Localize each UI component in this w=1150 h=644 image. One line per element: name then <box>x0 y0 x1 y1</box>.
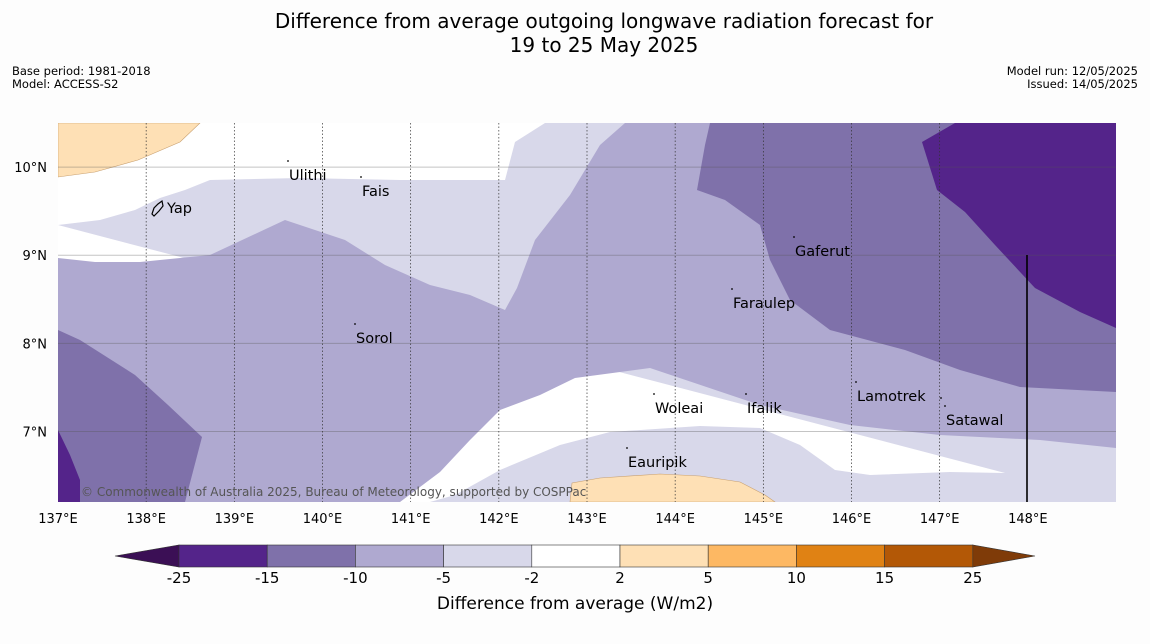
place-dot <box>745 393 747 395</box>
yap-island-outline <box>151 199 164 217</box>
longitude-label: 145°E <box>744 512 784 527</box>
longitude-label: 144°E <box>655 512 695 527</box>
longitude-label: 148°E <box>1008 512 1048 527</box>
colorbar-tick: -2 <box>524 569 540 587</box>
base-period-text: Base period: 1981-2018 <box>12 64 151 78</box>
place-dot <box>653 393 655 395</box>
place-dot <box>626 447 628 449</box>
place-label: Satawal <box>946 413 1003 429</box>
map-title-line-2: 19 to 25 May 2025 <box>509 33 699 57</box>
map-title: Difference from average outgoing longwav… <box>0 9 1150 57</box>
colorbar-segment <box>178 544 268 568</box>
longitude-label: 143°E <box>567 512 607 527</box>
band-below-minus15 <box>922 123 1116 328</box>
model-text: Model: ACCESS-S2 <box>12 77 119 91</box>
longitude-label: 138°E <box>126 512 166 527</box>
place-fais: Fais <box>360 176 389 200</box>
colorbar-segment <box>796 544 885 568</box>
colorbar-segment <box>443 544 533 568</box>
place-sorol: Sorol <box>354 323 393 347</box>
colorbar-segment <box>355 544 444 568</box>
colorbar-tick: -15 <box>254 569 280 587</box>
copyright-notice: © Commonwealth of Australia 2025, Bureau… <box>81 485 586 499</box>
place-dot <box>360 176 362 178</box>
place-dot <box>354 323 356 325</box>
place-label: Ifalik <box>747 401 782 417</box>
place-dot <box>855 381 857 383</box>
longitude-label: 147°E <box>920 512 960 527</box>
place-satawal: Satawal <box>944 405 1003 429</box>
place-label: Sorol <box>356 331 393 347</box>
place-label: Fais <box>362 184 389 200</box>
colorbar-extend-max <box>972 544 1036 568</box>
place-label: Gaferut <box>795 244 850 260</box>
longitude-gridlines <box>145 123 941 502</box>
base-period-info: Base period: 1981-2018 Model: ACCESS-S2 <box>12 65 151 91</box>
place-dot <box>731 288 733 290</box>
longitude-label: 142°E <box>479 512 519 527</box>
place-label: Lamotrek <box>857 389 926 405</box>
colorbar-segment <box>619 544 709 568</box>
place-lamotrek: Lamotrek <box>855 381 926 405</box>
colorbar-title: Difference from average (W/m2) <box>436 594 714 614</box>
colorbar-tick: -10 <box>343 569 368 587</box>
colorbar-extend-min <box>114 544 180 568</box>
colorbar-segment <box>531 544 621 568</box>
latitude-label: 7°N <box>23 425 48 440</box>
colorbar-segment <box>266 544 356 568</box>
colorbar-tick: 25 <box>963 569 983 587</box>
place-label: Eauripik <box>628 455 687 471</box>
place-label: Woleai <box>655 401 703 417</box>
colorbar-tick: 5 <box>703 569 713 587</box>
colorbar-tick: -25 <box>166 569 192 587</box>
place-label: Faraulep <box>733 296 795 312</box>
place-eauripik: Eauripik <box>626 447 687 471</box>
band-plus2-plus5-south <box>569 473 776 502</box>
place-yap: Yap <box>166 201 192 217</box>
place-markers: Ulithi Fais Yap Gaferut Faraulep Sorol Lamotre… <box>166 160 1003 471</box>
band-plus2-plus5-north <box>58 123 201 178</box>
longitude-label: 140°E <box>303 512 343 527</box>
latitude-label: 9°N <box>23 249 48 264</box>
island-dot <box>940 397 942 399</box>
place-label: Ulithi <box>289 168 327 184</box>
issued-text: Issued: 14/05/2025 <box>1027 77 1138 91</box>
map-title-line-1: Difference from average outgoing longwav… <box>274 9 934 33</box>
colorbar-segment <box>884 544 974 568</box>
longitude-label: 139°E <box>215 512 255 527</box>
model-run-text: Model run: 12/05/2025 <box>1006 64 1138 78</box>
place-gaferut: Gaferut <box>793 236 850 260</box>
place-ifalik: Ifalik <box>745 393 782 417</box>
longitude-label: 141°E <box>391 512 431 527</box>
colorbar-tick: -5 <box>436 569 452 587</box>
band-below-minus15-sw <box>58 430 80 502</box>
model-run-info: Model run: 12/05/2025 Issued: 14/05/2025 <box>1007 65 1138 91</box>
longitude-label: 146°E <box>832 512 872 527</box>
colorbar-tick: 2 <box>615 569 625 587</box>
longitude-labels: 137°E 138°E 139°E 140°E 141°E 142°E 143°E 144°E… <box>38 512 1047 527</box>
latitude-labels: 10°N 9°N 8°N 7°N <box>14 161 47 440</box>
place-label: Yap <box>166 201 192 217</box>
place-dot <box>287 160 289 162</box>
colorbar-segment <box>707 544 797 568</box>
place-faraulep: Faraulep <box>731 288 795 312</box>
longitude-label: 137°E <box>38 512 78 527</box>
latitude-label: 10°N <box>14 161 47 176</box>
colorbar-tick: 10 <box>786 569 806 587</box>
colorbar-tick: 15 <box>875 569 895 587</box>
place-dot <box>944 405 946 407</box>
colorbar <box>114 544 1036 568</box>
place-ulithi: Ulithi <box>287 160 327 184</box>
place-dot <box>793 236 795 238</box>
colorbar-tick-labels: -25 -15 -10 -5 -2 2 5 10 15 25 <box>0 569 1150 589</box>
band-minus15-minus10-sw <box>58 330 202 502</box>
place-woleai: Woleai <box>653 393 703 417</box>
latitude-label: 8°N <box>23 337 48 352</box>
